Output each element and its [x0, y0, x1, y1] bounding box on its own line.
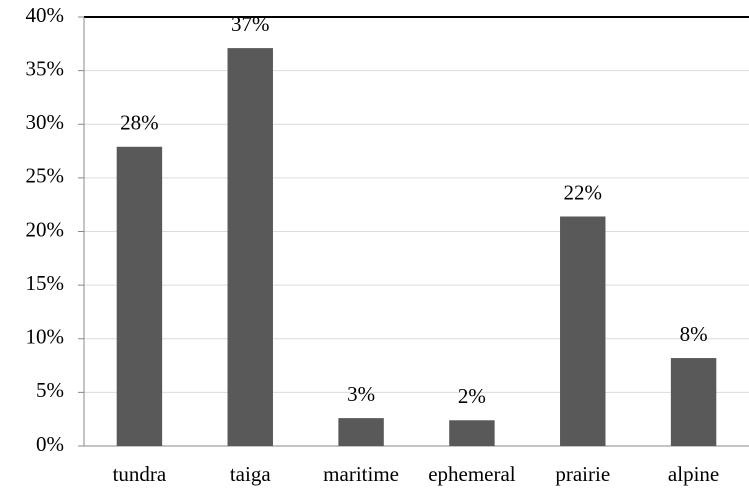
y-tick-label: 30%	[26, 110, 65, 134]
y-tick-label: 20%	[26, 217, 65, 241]
y-tick-label: 15%	[26, 271, 65, 295]
x-tick-label: tundra	[113, 462, 167, 486]
y-tick-label: 0%	[36, 432, 64, 456]
data-label: 37%	[231, 12, 270, 36]
bar	[338, 418, 384, 446]
x-tick-label: alpine	[668, 462, 719, 486]
bar	[449, 420, 495, 446]
bar	[227, 48, 273, 446]
x-tick-label: ephemeral	[428, 462, 516, 486]
data-label: 2%	[458, 384, 486, 408]
y-tick-label: 35%	[26, 56, 65, 80]
data-label: 8%	[680, 322, 708, 346]
y-tick-label: 10%	[26, 325, 65, 349]
x-tick-label: taiga	[230, 462, 271, 486]
bar	[670, 358, 717, 446]
bar	[560, 216, 606, 446]
x-tick-label: prairie	[555, 462, 610, 486]
x-tick-label: maritime	[323, 462, 399, 486]
data-label: 28%	[120, 111, 159, 135]
y-tick-label: 5%	[36, 378, 64, 402]
bar	[116, 146, 163, 446]
y-tick-label: 40%	[26, 3, 65, 27]
data-label: 3%	[347, 382, 375, 406]
y-tick-label: 25%	[26, 164, 65, 188]
data-label: 22%	[564, 180, 603, 204]
